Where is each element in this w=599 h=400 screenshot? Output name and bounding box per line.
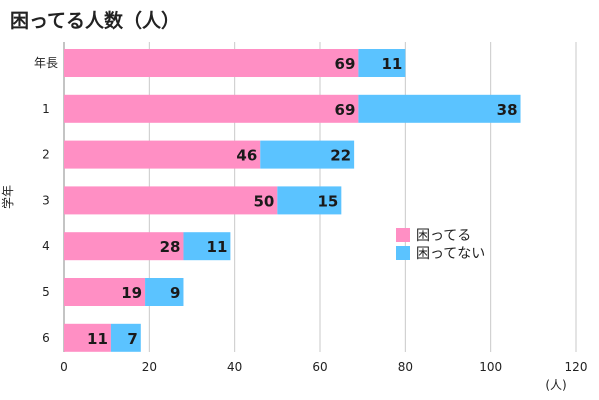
- legend-label: 困ってない: [416, 246, 485, 262]
- legend-swatch: [396, 246, 410, 260]
- x-axis-title: (人): [545, 378, 566, 392]
- data-label: 38: [497, 101, 518, 119]
- data-label: 7: [127, 330, 137, 348]
- bar-troubled: [64, 94, 359, 123]
- data-label: 11: [207, 238, 228, 256]
- category-label: 3: [42, 193, 50, 207]
- y-axis-title: 学年: [0, 185, 15, 209]
- legend-label: 困ってる: [416, 228, 471, 244]
- category-label: 5: [42, 285, 50, 299]
- bar-not-troubled: [277, 186, 342, 215]
- bar-not-troubled: [145, 278, 184, 306]
- chart-title: 困ってる人数（人）: [10, 10, 181, 32]
- data-label: 15: [317, 192, 338, 210]
- legend-swatch: [396, 228, 410, 242]
- x-tick-label: 100: [479, 360, 502, 374]
- bar-troubled: [64, 186, 278, 215]
- category-label: 4: [42, 239, 50, 253]
- data-label: 69: [335, 55, 356, 73]
- bar-not-troubled: [260, 140, 355, 169]
- category-label: 1: [42, 102, 50, 116]
- bar-not-troubled: [358, 94, 521, 123]
- data-label: 69: [335, 101, 356, 119]
- bar-troubled: [64, 232, 184, 261]
- data-label: 22: [330, 147, 351, 165]
- data-label: 9: [170, 284, 180, 302]
- bar-not-troubled: [358, 49, 406, 77]
- data-label: 11: [381, 55, 402, 73]
- x-tick-label: 40: [227, 360, 242, 374]
- bar-not-troubled: [183, 232, 231, 261]
- data-label: 46: [236, 147, 257, 165]
- x-tick-label: 120: [565, 360, 588, 374]
- data-label: 28: [160, 238, 181, 256]
- category-label: 6: [42, 331, 50, 345]
- category-label: 年長: [34, 56, 58, 70]
- data-label: 19: [121, 284, 142, 302]
- bar-troubled: [64, 323, 111, 352]
- category-label: 2: [42, 148, 50, 162]
- bar-not-troubled: [110, 323, 141, 352]
- x-tick-label: 60: [312, 360, 327, 374]
- x-tick-label: 20: [142, 360, 157, 374]
- bar-troubled: [64, 49, 359, 77]
- data-label: 11: [87, 330, 108, 348]
- bar-troubled: [64, 278, 146, 306]
- data-label: 50: [253, 192, 274, 210]
- x-tick-label: 0: [60, 360, 68, 374]
- x-tick-label: 80: [398, 360, 413, 374]
- bar-troubled: [64, 140, 261, 169]
